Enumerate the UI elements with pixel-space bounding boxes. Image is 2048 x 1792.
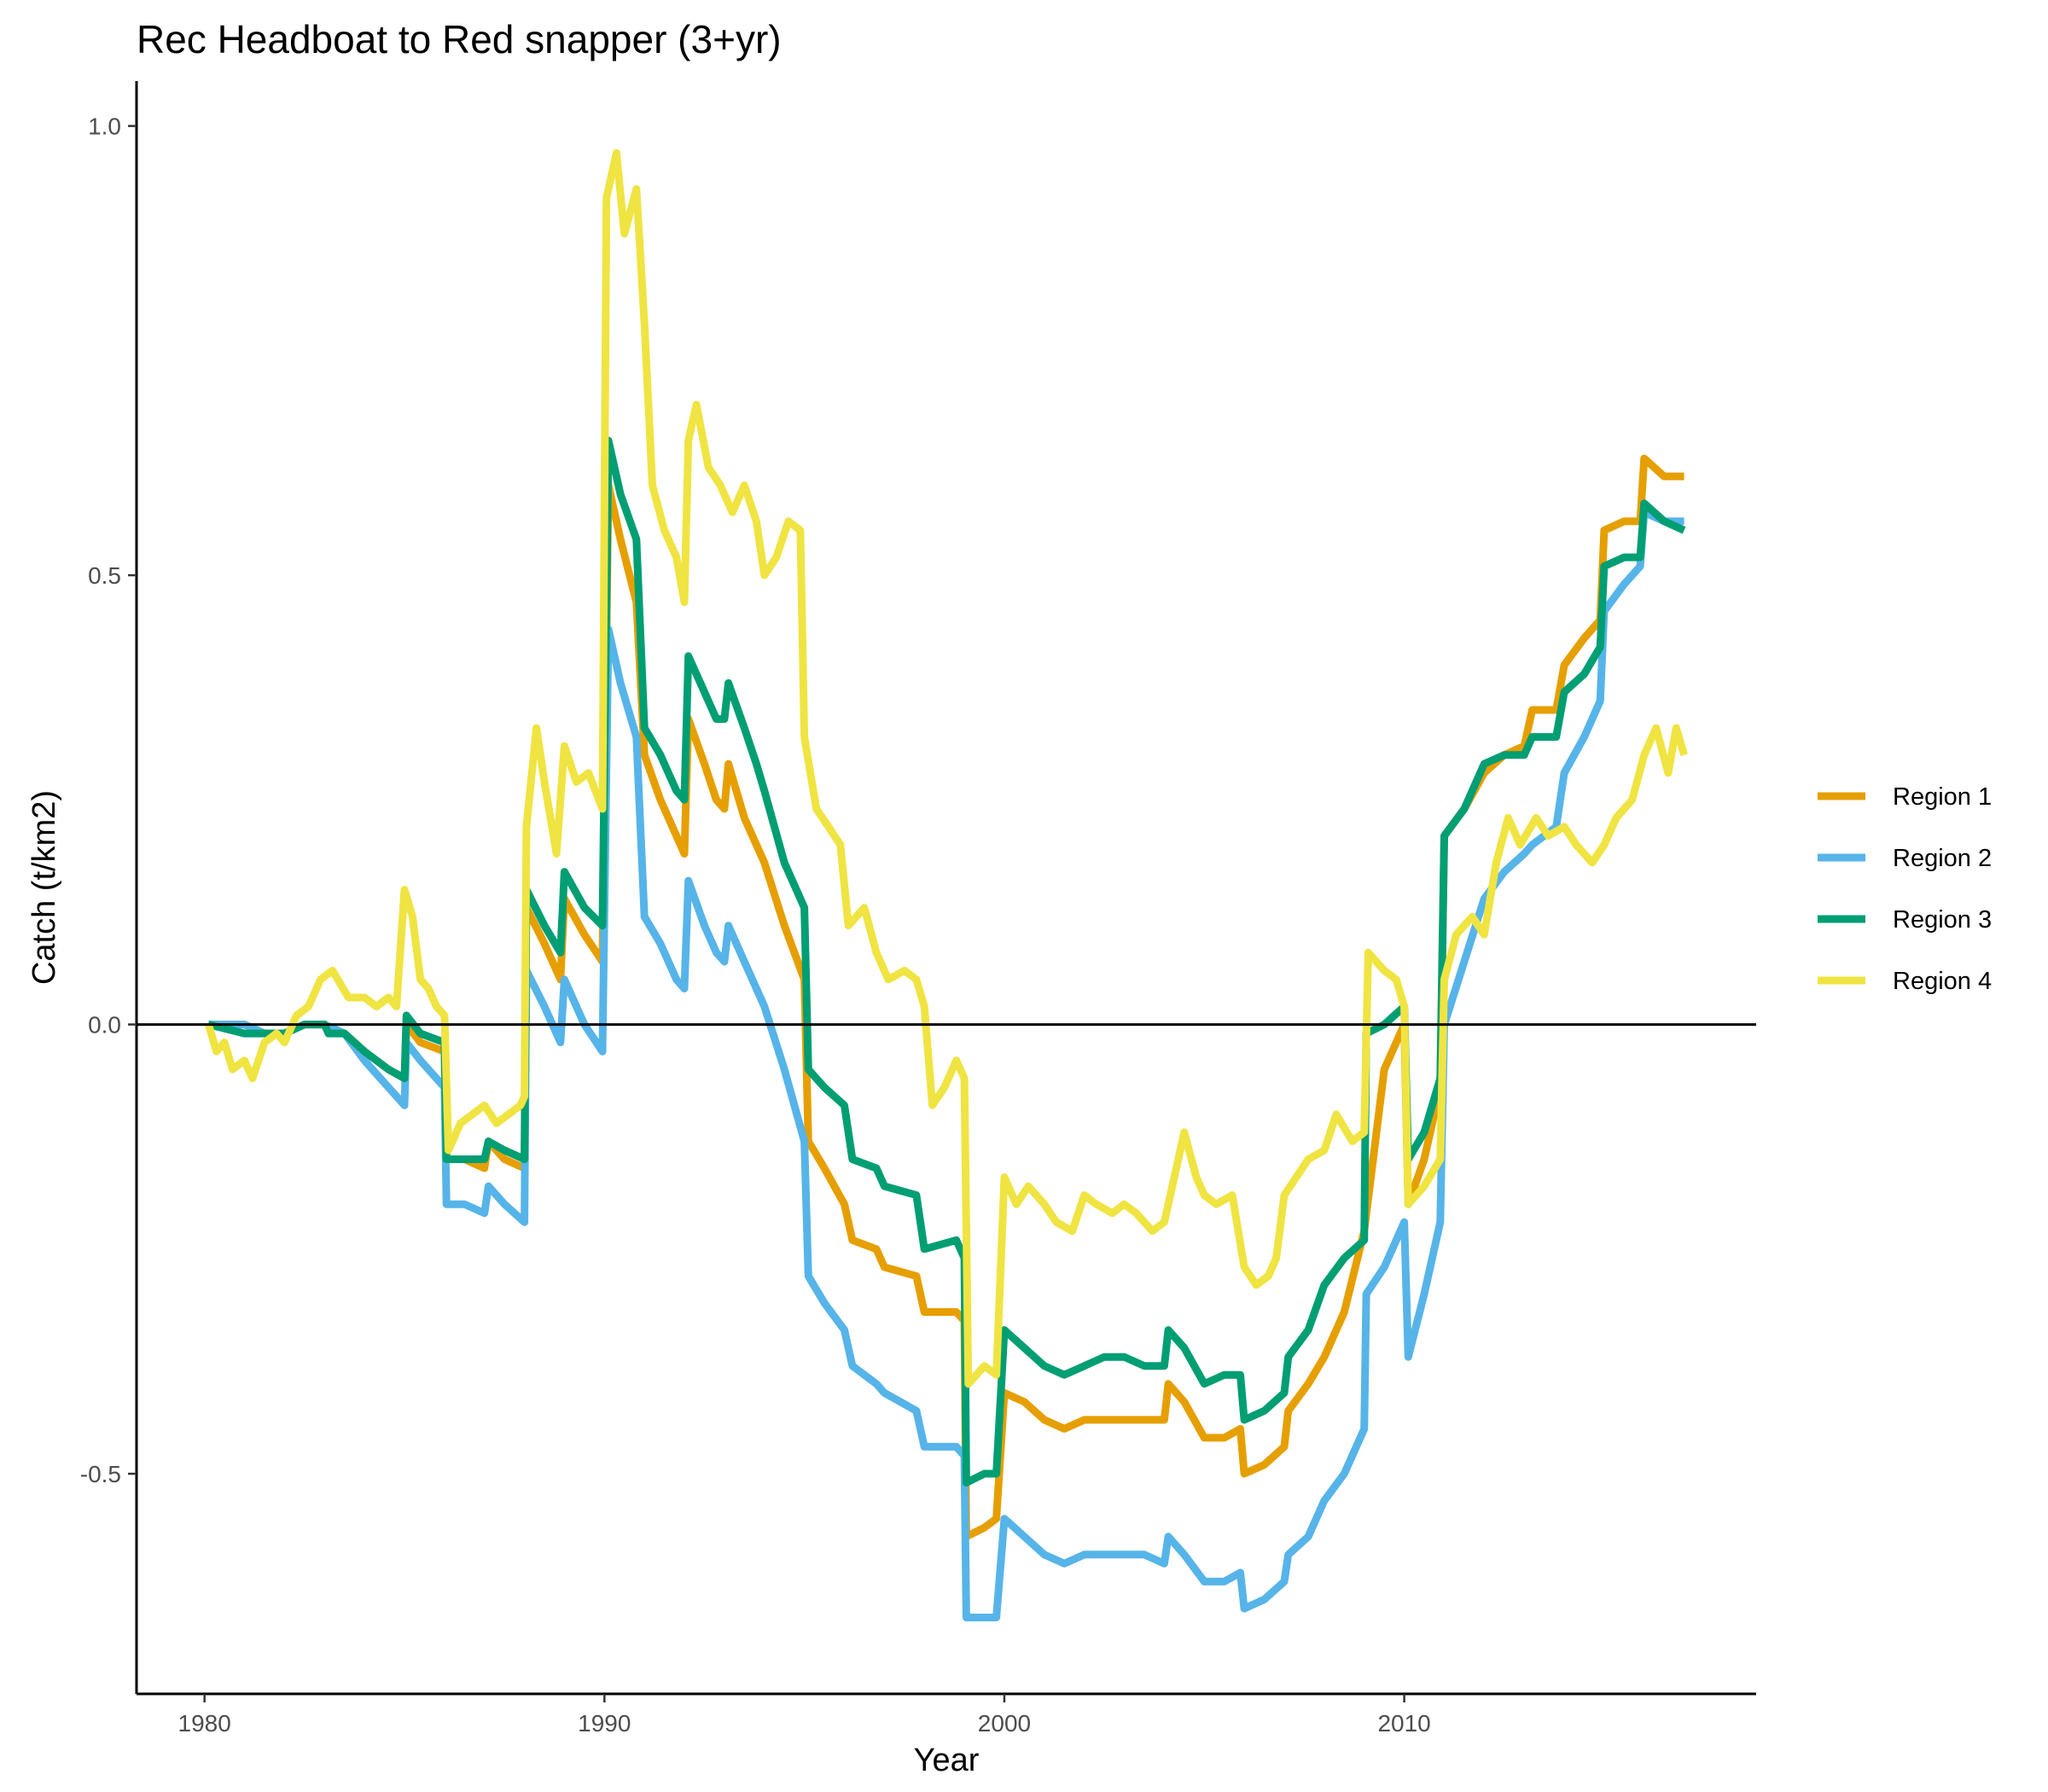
series-line-region-4 bbox=[205, 148, 1688, 1388]
y-tick-label: -0.5 bbox=[80, 1461, 121, 1487]
x-tick-label: 2010 bbox=[1377, 1710, 1430, 1737]
legend-label-region-1: Region 1 bbox=[1893, 783, 1992, 811]
series-line-region-2 bbox=[208, 508, 1684, 1621]
chart-title: Rec Headboat to Red snapper (3+yr) bbox=[137, 17, 782, 61]
legend: Region 1 Region 2 Region 3 Region 4 bbox=[1818, 783, 1992, 995]
legend-label-region-3: Region 3 bbox=[1893, 906, 1992, 934]
y-tick-label: 0.5 bbox=[88, 562, 121, 589]
series-line-region-3 bbox=[207, 436, 1686, 1487]
legend-label-region-2: Region 2 bbox=[1893, 845, 1992, 872]
x-axis-title: Year bbox=[914, 1743, 980, 1778]
y-tick-label: 0.0 bbox=[88, 1012, 121, 1039]
axis-ticks: 1980 1990 2000 2010 1.0 0.5 0.0 -0.5 bbox=[80, 113, 1431, 1737]
axes bbox=[135, 81, 1756, 1696]
x-tick-label: 2000 bbox=[978, 1710, 1031, 1737]
x-tick-label: 1980 bbox=[178, 1710, 231, 1737]
y-axis-title: Catch (t/km2) bbox=[26, 790, 62, 985]
series-lines bbox=[205, 148, 1688, 1621]
x-tick-label: 1990 bbox=[578, 1710, 631, 1737]
y-tick-label: 1.0 bbox=[88, 113, 121, 140]
legend-label-region-4: Region 4 bbox=[1893, 968, 1992, 995]
